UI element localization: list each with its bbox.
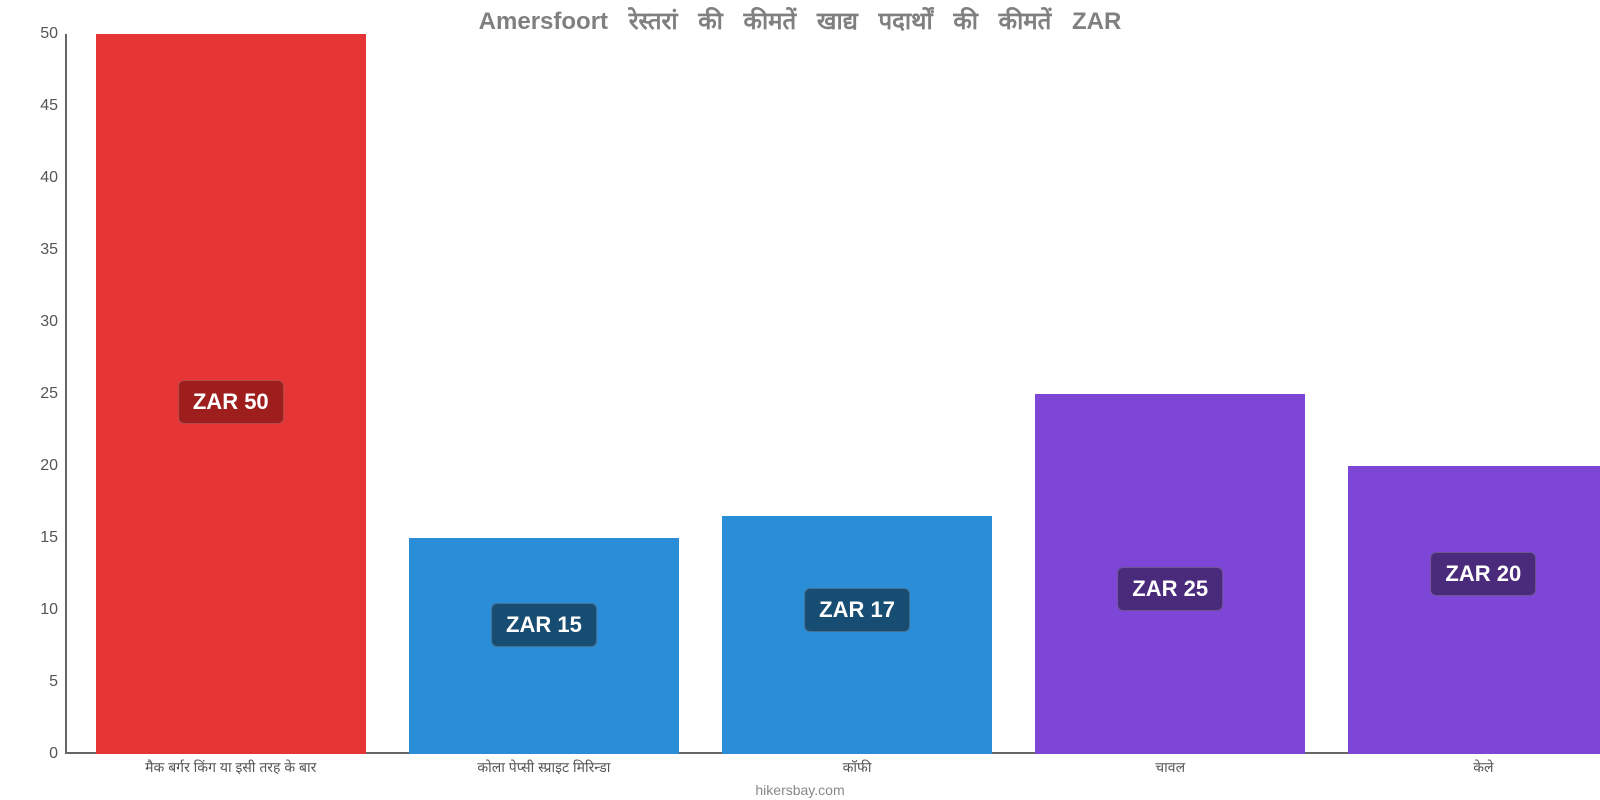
bar-value-badge: ZAR 20: [1430, 552, 1536, 596]
bar-value-badge: ZAR 25: [1117, 567, 1223, 611]
xtick-label: कॉफी: [843, 758, 872, 777]
ytick-label: 25: [8, 385, 58, 403]
source-label: hikersbay.com: [0, 782, 1600, 798]
bar-value-badge: ZAR 15: [491, 603, 597, 647]
xtick-label: केले: [1473, 758, 1493, 777]
ytick-label: 15: [8, 529, 58, 547]
ytick-label: 35: [8, 241, 58, 259]
ytick-label: 30: [8, 313, 58, 331]
bar-value-badge: ZAR 50: [178, 380, 284, 424]
ytick-label: 10: [8, 601, 58, 619]
ytick-label: 40: [8, 169, 58, 187]
ytick-label: 45: [8, 97, 58, 115]
bar-value-badge: ZAR 17: [804, 588, 910, 632]
xtick-label: कोला पेप्सी स्प्राइट मिरिन्डा: [477, 758, 610, 777]
xtick-label: मैक बर्गर किंग या इसी तरह के बार: [145, 758, 316, 777]
ytick-label: 0: [8, 745, 58, 763]
ytick-label: 50: [8, 25, 58, 43]
ytick-label: 5: [8, 673, 58, 691]
ytick-label: 20: [8, 457, 58, 475]
chart-title: Amersfoort रेस्तरां की कीमतें खाद्य पदार…: [0, 4, 1600, 37]
bar: [722, 516, 992, 754]
xtick-label: चावल: [1155, 758, 1185, 777]
bar: [1348, 466, 1600, 754]
price-bar-chart: Amersfoort रेस्तरां की कीमतें खाद्य पदार…: [0, 0, 1600, 800]
